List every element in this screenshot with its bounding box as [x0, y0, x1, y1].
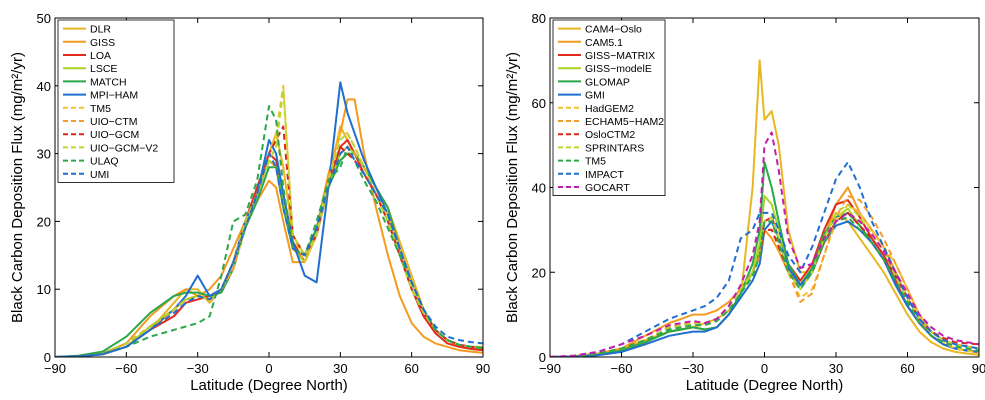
chart-1-series-line-6	[55, 81, 483, 357]
chart-1-series-line-2	[55, 98, 483, 357]
chart-1-x-axis-label: Latitude (Degree North)	[190, 377, 348, 394]
chart-1-y-axis-label: Black Carbon Deposition Flux (mg/m²/yr)	[9, 52, 26, 323]
chart-2-legend-label-7: HadGEM2	[585, 103, 634, 115]
chart-1-x-tick-label: −60	[115, 361, 137, 376]
chart-1-panel: −90 −60 −30 0 30 60 90 0 10 20 30 40 50 Latitude (Deg…	[9, 11, 490, 394]
chart-1-legend-label-11: ULAQ	[90, 156, 119, 168]
chart-1-x-tick-label: 0	[265, 361, 272, 376]
chart-2-legend-label-10: SPRINTARS	[585, 142, 644, 154]
chart-1-y-tick-label: 10	[37, 282, 51, 297]
chart-1-legend-label-12: UMI	[90, 169, 109, 181]
chart-1-y-tick-label: 20	[37, 214, 51, 229]
chart-2-legend-label-8: ECHAM5−HAM2	[585, 116, 664, 128]
chart-2-y-tick-label: 20	[532, 265, 546, 280]
chart-1-legend-box	[57, 19, 175, 183]
chart-1-series-group	[55, 81, 483, 357]
chart-2-y-tick-label: 80	[532, 11, 546, 26]
chart-2-x-tick-label: 0	[761, 361, 768, 376]
chart-1-legend-label-7: TM5	[90, 103, 111, 115]
chart-2-series-line-10	[550, 203, 979, 357]
chart-2-x-axis-label: Latitude (Degree North)	[686, 377, 844, 394]
chart-2-series-line-6	[550, 220, 979, 357]
chart-2-series-line-13	[550, 131, 979, 357]
chart-1-y-tick-label: 40	[37, 79, 51, 94]
chart-2-x-tick-label: 90	[972, 361, 985, 376]
chart-2-series-line-11	[550, 216, 979, 357]
chart-2-legend-label-11: TM5	[585, 156, 606, 168]
chart-2-panel: −90 −60 −30 0 30 60 90 0 20 40 60 80 Latitude (Degre…	[504, 11, 985, 394]
chart-1-series-line-5	[55, 152, 483, 357]
chart-2-y-tick-label: 60	[532, 96, 546, 111]
chart-1-legend-label-6: MPI−HAM	[90, 90, 138, 102]
chart-1-x-tick-label: 60	[404, 361, 418, 376]
chart-2-legend-label-4: GISS−modelE	[585, 63, 652, 75]
chart-2-x-tick-label: −90	[539, 361, 561, 376]
chart-2-series-line-9	[550, 211, 979, 357]
chart-2-legend-box	[552, 19, 666, 197]
chart-1-legend-label-3: LOA	[90, 50, 111, 62]
chart-1-legend-label-2: GISS	[90, 37, 115, 49]
chart-2-legend: CAM4−OsloCAM5.1GISS−MATRIXGISS−modelEGLO…	[552, 19, 666, 197]
chart-1-legend-label-8: UIO−CTM	[90, 116, 138, 128]
chart-1-legend-label-1: DLR	[90, 24, 111, 36]
chart-1-x-tick-label: 30	[333, 361, 347, 376]
chart-1-y-tick-label: 50	[37, 11, 51, 26]
chart-2-legend-label-1: CAM4−Oslo	[585, 24, 642, 36]
chart-1-legend-label-10: UIO−GCM−V2	[90, 142, 158, 154]
chart-2-y-tick-label: 40	[532, 181, 546, 196]
chart-1-y-tick-label: 0	[44, 350, 51, 365]
chart-1-x-tick-label: 90	[476, 361, 490, 376]
chart-2-x-tick-label: −60	[610, 361, 632, 376]
chart-1-legend-label-9: UIO−GCM	[90, 129, 139, 141]
chart-2-legend-label-2: CAM5.1	[585, 37, 623, 49]
chart-2-x-tick-label: −30	[682, 361, 704, 376]
chart-2-x-tick-label: 60	[900, 361, 914, 376]
chart-2-series-line-4	[550, 195, 979, 357]
chart-2-series-line-8	[550, 195, 979, 357]
chart-1-x-tick-label: −90	[44, 361, 66, 376]
chart-2-series-group	[550, 59, 979, 357]
chart-2-legend-label-9: OsloCTM2	[585, 129, 635, 141]
chart-1-y-tick-label: 30	[37, 147, 51, 162]
chart-1-legend: DLRGISSLOALSCEMATCHMPI−HAMTM5UIO−CTMUIO−…	[57, 19, 175, 183]
chart-2-x-tick-label: 30	[829, 361, 843, 376]
chart-1-legend-label-5: MATCH	[90, 76, 127, 88]
chart-1-legend-label-4: LSCE	[90, 63, 117, 75]
chart-2-legend-label-3: GISS−MATRIX	[585, 50, 655, 62]
chart-2-y-tick-label: 0	[539, 350, 546, 365]
chart-2-legend-label-6: GMI	[585, 90, 605, 102]
chart-1-series-line-10	[55, 88, 483, 357]
chart-2-legend-label-13: GOCART	[585, 182, 630, 194]
chart-2-legend-label-5: GLOMAP	[585, 76, 630, 88]
chart-2-y-axis-label: Black Carbon Deposition Flux (mg/m²/yr)	[504, 52, 521, 323]
chart-2-legend-label-12: IMPACT	[585, 169, 624, 181]
chart-1-x-tick-label: −30	[187, 361, 209, 376]
chart-2-series-line-12	[550, 161, 979, 357]
